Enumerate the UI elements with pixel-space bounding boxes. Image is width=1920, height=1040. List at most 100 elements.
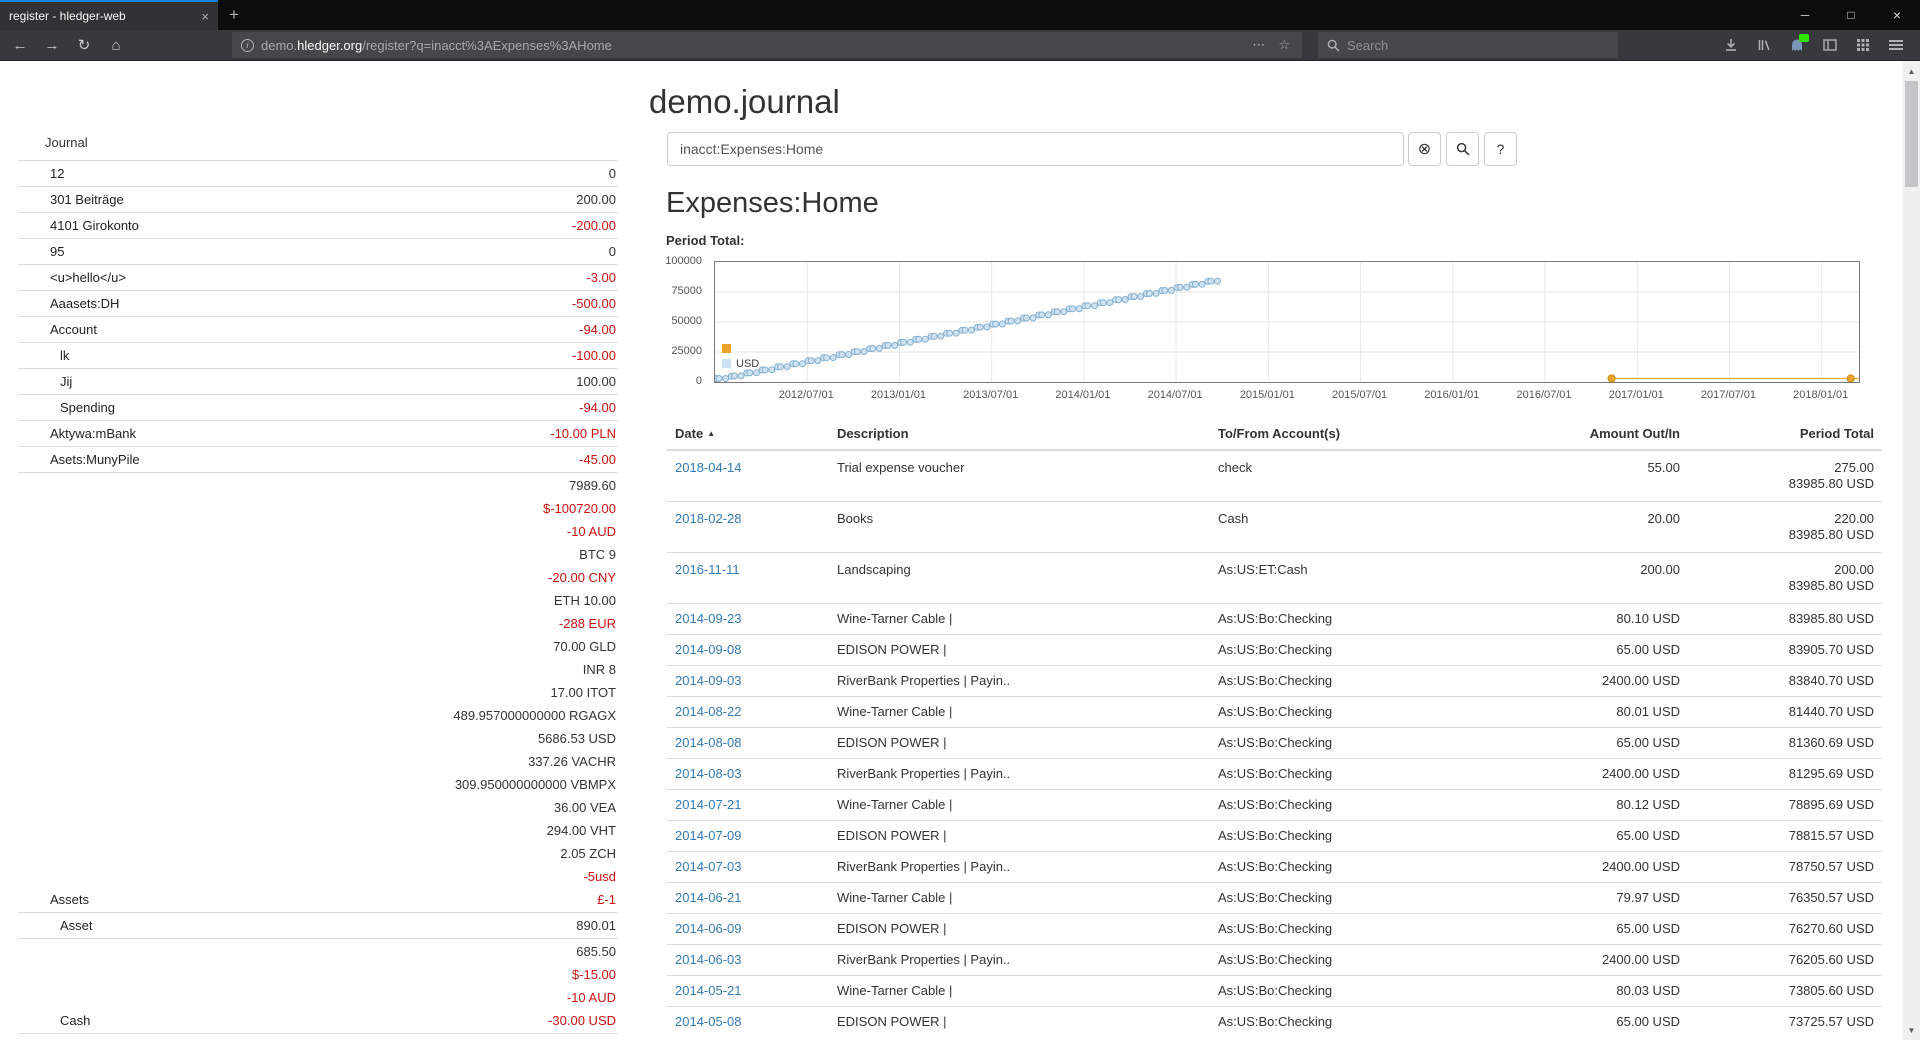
register-date-link[interactable]: 2014-09-08	[675, 642, 742, 657]
account-balance: 337.26 VACHR	[528, 754, 616, 769]
account-balances: -3.00	[126, 266, 616, 289]
account-balances: -94.00	[97, 318, 616, 341]
window-close-button[interactable]: ×	[1892, 7, 1902, 23]
account-balance: -10.00 PLN	[550, 426, 616, 441]
account-link[interactable]: 4101 Girokonto	[50, 218, 139, 233]
account-balances: 890.01	[93, 914, 616, 937]
account-balances: 100.00	[72, 370, 616, 393]
account-link[interactable]: 95	[50, 244, 65, 259]
data-point-marker	[961, 326, 969, 334]
query-input[interactable]	[667, 132, 1404, 166]
clear-query-button[interactable]: ⊗	[1408, 132, 1441, 166]
column-header-description[interactable]: Description	[829, 419, 1210, 451]
register-amount: 2400.00 USD	[1570, 758, 1688, 790]
account-link[interactable]: 301 Beiträge	[50, 192, 124, 207]
register-row: 2014-07-21 Wine-Tarner Cable | As:US:Bo:Ch…	[667, 789, 1882, 821]
register-date-link[interactable]: 2014-06-09	[675, 921, 742, 936]
url-text[interactable]: demo.hledger.org/register?q=inacct%3AExp…	[261, 37, 612, 53]
url-bar[interactable]: i demo.hledger.org/register?q=inacct%3AE…	[232, 32, 1302, 58]
register-date-link[interactable]: 2014-08-22	[675, 704, 742, 719]
bookmark-star-icon[interactable]: ☆	[1278, 37, 1290, 52]
account-link[interactable]: Asets:MunyPile	[50, 452, 140, 467]
x-tick-label: 2016/07/01	[1516, 389, 1572, 401]
register-description: RiverBank Properties | Payin..	[829, 758, 1210, 790]
sidebars-button[interactable]	[1815, 32, 1845, 58]
home-button[interactable]: ⌂	[111, 36, 121, 54]
register-date-link[interactable]: 2018-02-28	[675, 511, 742, 526]
reload-button[interactable]: ↻	[77, 37, 91, 54]
window-maximize-button[interactable]: □	[1847, 8, 1855, 22]
site-info-icon[interactable]: i	[241, 38, 254, 52]
account-link[interactable]: Asset	[60, 918, 93, 933]
register-date-link[interactable]: 2016-11-11	[675, 562, 740, 577]
account-link[interactable]: Jij	[60, 374, 73, 389]
account-link[interactable]: Account	[50, 322, 97, 337]
scroll-up-icon[interactable]: ▲	[1907, 66, 1916, 76]
window-minimize-button[interactable]: ─	[1800, 8, 1810, 22]
register-date-link[interactable]: 2014-08-08	[675, 735, 742, 750]
register-row: 2016-11-11 Landscaping As:US:ET:Cash 200.00…	[667, 552, 1882, 604]
register-date-link[interactable]: 2014-05-21	[675, 983, 742, 998]
register-description: EDISON POWER |	[829, 1006, 1210, 1037]
apps-grid-button[interactable]	[1848, 32, 1878, 58]
tab-close-icon[interactable]: ×	[201, 8, 209, 24]
page-actions-icon[interactable]: ⋯	[1252, 37, 1266, 52]
sidebar-journal-link[interactable]: Journal	[45, 135, 88, 150]
register-date-link[interactable]: 2014-06-21	[675, 890, 742, 905]
register-period-total: 275.00 83985.80 USD	[1688, 449, 1882, 502]
back-button[interactable]: ←	[12, 36, 28, 54]
data-point-marker	[1023, 314, 1030, 322]
x-tick-label: 2014/07/01	[1147, 389, 1203, 401]
register-account: As:US:Bo:Checking	[1210, 975, 1570, 1007]
account-balance: 0	[608, 244, 616, 259]
scroll-down-icon[interactable]: ▼	[1907, 1025, 1916, 1035]
account-link[interactable]: Spending	[60, 400, 115, 415]
window-controls: ─ □ ×	[1782, 0, 1920, 30]
account-balance: 685.50	[576, 944, 616, 959]
account-link[interactable]: Aktywa:mBank	[50, 426, 136, 441]
chart-plot: USD	[712, 261, 1879, 383]
scrollbar-thumb[interactable]	[1905, 81, 1918, 187]
column-header-period-total[interactable]: Period Total	[1688, 419, 1882, 451]
y-tick-label: 100000	[665, 255, 702, 267]
account-link[interactable]: lk	[60, 348, 70, 363]
register-amount: 80.12 USD	[1570, 789, 1688, 821]
period-total-line: 83840.70 USD	[1788, 673, 1874, 688]
search-submit-button[interactable]	[1446, 132, 1479, 166]
register-date-link[interactable]: 2014-09-23	[675, 611, 742, 626]
browser-tab[interactable]: register - hledger-web ×	[0, 0, 218, 30]
browser-search-bar[interactable]: Search	[1318, 32, 1618, 58]
register-date-link[interactable]: 2014-09-03	[675, 673, 742, 688]
data-point-marker	[1099, 299, 1107, 307]
menu-button[interactable]	[1881, 32, 1911, 58]
forward-button[interactable]: →	[44, 36, 60, 54]
account-link[interactable]: Assets	[50, 892, 90, 907]
downloads-button[interactable]	[1716, 32, 1746, 58]
library-button[interactable]	[1749, 32, 1779, 58]
extension-button[interactable]	[1782, 32, 1812, 58]
new-tab-button[interactable]: +	[229, 5, 239, 24]
register-date-link[interactable]: 2014-06-03	[675, 952, 742, 967]
sidebar-account-row: -117.00	[18, 1033, 618, 1040]
register-amount: 80.03 USD	[1570, 975, 1688, 1007]
help-button[interactable]: ?	[1484, 132, 1517, 166]
data-point-marker	[930, 332, 938, 340]
account-link[interactable]: 12	[50, 166, 65, 181]
register-date-link[interactable]: 2014-07-03	[675, 859, 742, 874]
scrollbar[interactable]: ▲ ▼	[1903, 61, 1920, 1040]
register-date-link[interactable]: 2018-04-14	[675, 460, 742, 475]
column-header-amount-out-in[interactable]: Amount Out/In	[1570, 419, 1688, 451]
account-link[interactable]: Aaasets:DH	[50, 296, 120, 311]
column-header-date[interactable]: Date ▲	[667, 419, 829, 451]
sidebar-account-row: 4101 Girokonto -200.00	[18, 212, 618, 238]
data-point-marker	[1053, 308, 1061, 316]
register-date-link[interactable]: 2014-07-09	[675, 828, 742, 843]
register-period-total: 83905.70 USD	[1688, 634, 1882, 666]
register-description: RiverBank Properties | Payin..	[829, 665, 1210, 697]
register-date-link[interactable]: 2014-07-21	[675, 797, 742, 812]
column-header-accounts[interactable]: To/From Account(s)	[1210, 419, 1570, 451]
register-date-link[interactable]: 2014-05-08	[675, 1014, 742, 1029]
account-link[interactable]: <u>hello</u>	[50, 270, 126, 285]
register-date-link[interactable]: 2014-08-03	[675, 766, 742, 781]
account-link[interactable]: Cash	[60, 1013, 91, 1028]
